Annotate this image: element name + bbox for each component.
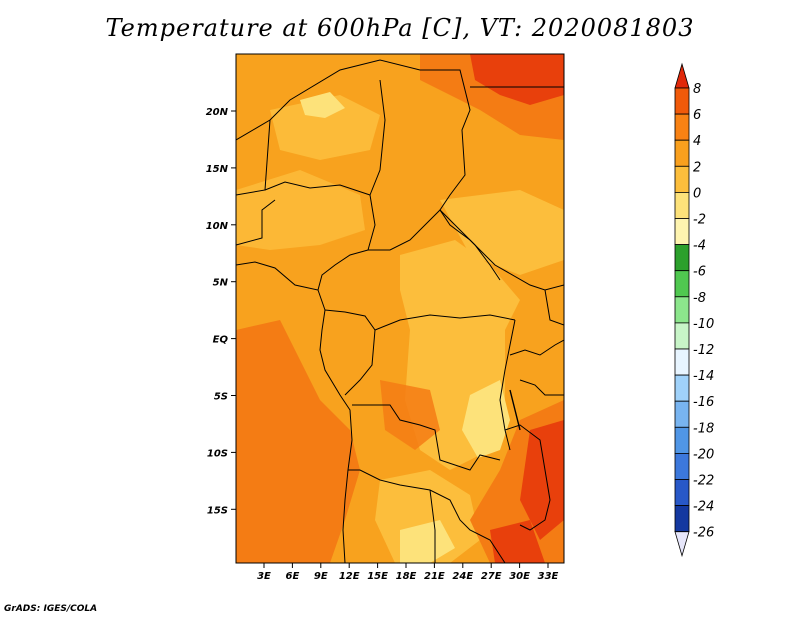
lon-tick-label: 27E: [481, 571, 502, 582]
map-title: Temperature at 600hPa [C], VT: 202008180…: [105, 14, 695, 42]
colorbar-label: 6: [693, 108, 701, 123]
lon-tick-label: 30E: [509, 571, 530, 582]
lon-tick-label: 12E: [339, 571, 360, 582]
lon-tick-label: 24E: [452, 571, 473, 582]
colorbar-swatch: [674, 374, 690, 402]
temperature-field: [236, 54, 564, 563]
field-zone-m2-0-lakes: [462, 380, 510, 458]
border-kenya: [544, 289, 564, 326]
grads-credit: GrADS: IGES/COLA: [4, 604, 98, 614]
border-sahel: [236, 59, 564, 291]
colorbar-label: -22: [693, 474, 714, 489]
lat-tick-label: 15N: [206, 164, 229, 175]
colorbar-label: -14: [693, 369, 714, 384]
colorbar-bottom-arrow: [674, 531, 690, 558]
colorbar-swatch: [674, 87, 690, 115]
longitude-axis: 3E 6E 9E 12E 15E 18E 21E 24E 27E 30E 33E: [257, 563, 559, 582]
field-zone-4-6-angola: [380, 380, 440, 450]
colorbar-swatch: [674, 505, 690, 533]
border-angola-drc: [352, 404, 501, 471]
field-zone-m2-0-south: [400, 520, 455, 563]
border-angola-zambia: [348, 469, 506, 563]
border-drc-east: [499, 319, 516, 451]
colorbar-label: 0: [693, 186, 701, 201]
colorbar-label: -12: [693, 343, 714, 358]
colorbar-swatch: [674, 270, 690, 298]
lon-tick-label: 21E: [424, 571, 445, 582]
colorbar-label: -10: [693, 317, 714, 332]
lake-tanganyika: [509, 389, 521, 431]
colorbar-swatch: [674, 139, 690, 167]
map-frame: [235, 53, 565, 564]
field-zone-4-6-atlantic: [236, 320, 360, 563]
latitude-axis: 20N 15N 10N 5N EQ 5S 10S 15S: [206, 107, 236, 516]
colorbar-label: -24: [693, 500, 714, 515]
border-cameroon-north: [317, 249, 369, 291]
colorbar-swatch: [674, 426, 690, 454]
lat-tick-label: 10S: [207, 448, 228, 459]
lon-tick-label: 9E: [314, 571, 328, 582]
colorbar-swatch: [674, 244, 690, 272]
border-niger-nigeria: [264, 181, 371, 196]
colorbar-label: -16: [693, 395, 714, 410]
colorbar-label: -26: [693, 526, 714, 541]
border-malawi: [504, 424, 551, 531]
colorbar-top-arrow: [674, 62, 690, 89]
colorbar-label: 4: [693, 134, 701, 149]
colorbar-label: 8: [693, 82, 701, 97]
colorbar-swatch: [674, 218, 690, 246]
lat-tick-label: 5S: [214, 392, 228, 403]
colorbar-swatch: [674, 452, 690, 480]
colorbar-label: -2: [693, 213, 706, 228]
colorbar-label: -4: [693, 239, 706, 254]
field-zone-6-8-southeast: [520, 420, 564, 540]
coastline-west: [236, 261, 353, 563]
border-namibia: [429, 489, 436, 563]
colorbar-label: -18: [693, 421, 714, 436]
colorbar-label: -20: [693, 447, 714, 462]
colorbar-swatch: [674, 322, 690, 350]
colorbar-swatch: [674, 165, 690, 193]
border-car: [368, 209, 501, 281]
colorbar-label: -6: [693, 265, 706, 280]
colorbar-label: 2: [693, 160, 701, 175]
colorbar-swatch: [674, 479, 690, 507]
colorbar-swatch: [674, 296, 690, 324]
lat-tick-label: 5N: [213, 278, 229, 289]
lon-tick-label: 33E: [538, 571, 559, 582]
field-zone-6-8-northeast: [470, 54, 564, 105]
border-tanzania-north: [519, 379, 564, 396]
lake-victoria: [509, 339, 564, 356]
lat-tick-label: 10N: [206, 221, 229, 232]
country-borders: [236, 59, 564, 563]
colorbar: 8 6 4 2 0 -2 -4 -6 -8 -10 -12 -14 -16 -18 -20 -22 -24 -26: [674, 62, 714, 558]
colorbar-swatch: [674, 191, 690, 219]
border-drc-north: [374, 314, 516, 331]
field-zone-0-2-north: [270, 95, 380, 160]
lat-tick-label: 15S: [207, 505, 228, 516]
lon-tick-label: 3E: [257, 571, 271, 582]
field-zone-m2-0-north: [300, 92, 345, 118]
lat-tick-label: EQ: [213, 335, 229, 346]
field-zone-0-2-west: [236, 170, 365, 250]
lon-tick-label: 15E: [367, 571, 388, 582]
colorbar-swatch: [674, 113, 690, 141]
lon-tick-label: 6E: [286, 571, 300, 582]
colorbar-swatch: [674, 400, 690, 428]
lon-tick-label: 18E: [396, 571, 417, 582]
field-zone-0-2-east: [440, 190, 564, 275]
colorbar-label: -8: [693, 291, 706, 306]
lat-tick-label: 20N: [206, 107, 229, 118]
field-zone-6-8-south: [490, 520, 545, 563]
border-niger-chad: [367, 79, 386, 251]
colorbar-swatch: [674, 348, 690, 376]
border-benin: [236, 199, 276, 246]
